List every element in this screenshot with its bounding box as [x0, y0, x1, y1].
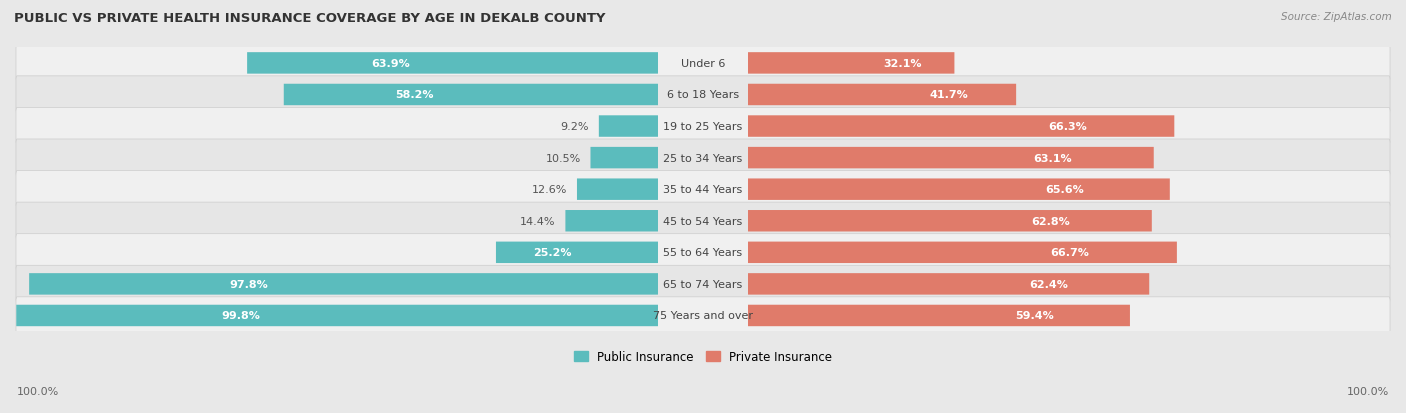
Text: 100.0%: 100.0%: [1347, 387, 1389, 396]
Text: 66.7%: 66.7%: [1050, 248, 1090, 258]
FancyBboxPatch shape: [15, 77, 1391, 114]
Text: 62.4%: 62.4%: [1029, 279, 1069, 289]
Text: 97.8%: 97.8%: [229, 279, 269, 289]
FancyBboxPatch shape: [748, 179, 1170, 200]
FancyBboxPatch shape: [15, 108, 1391, 145]
FancyBboxPatch shape: [591, 147, 658, 169]
Text: 25 to 34 Years: 25 to 34 Years: [664, 153, 742, 163]
Text: 12.6%: 12.6%: [531, 185, 568, 195]
Text: Source: ZipAtlas.com: Source: ZipAtlas.com: [1281, 12, 1392, 22]
Text: 58.2%: 58.2%: [395, 90, 434, 100]
FancyBboxPatch shape: [748, 211, 1152, 232]
FancyBboxPatch shape: [599, 116, 658, 138]
Text: Under 6: Under 6: [681, 59, 725, 69]
FancyBboxPatch shape: [496, 242, 658, 263]
FancyBboxPatch shape: [15, 203, 1391, 240]
Text: 19 to 25 Years: 19 to 25 Years: [664, 122, 742, 132]
Text: 62.8%: 62.8%: [1032, 216, 1070, 226]
FancyBboxPatch shape: [15, 45, 1391, 82]
FancyBboxPatch shape: [748, 242, 1177, 263]
Text: 10.5%: 10.5%: [546, 153, 581, 163]
Text: 100.0%: 100.0%: [17, 387, 59, 396]
Text: 55 to 64 Years: 55 to 64 Years: [664, 248, 742, 258]
FancyBboxPatch shape: [15, 297, 1391, 334]
FancyBboxPatch shape: [565, 211, 658, 232]
Text: 32.1%: 32.1%: [883, 59, 922, 69]
FancyBboxPatch shape: [748, 305, 1130, 326]
Text: 14.4%: 14.4%: [520, 216, 555, 226]
Text: 35 to 44 Years: 35 to 44 Years: [664, 185, 742, 195]
FancyBboxPatch shape: [30, 273, 658, 295]
Text: 63.9%: 63.9%: [371, 59, 411, 69]
Text: PUBLIC VS PRIVATE HEALTH INSURANCE COVERAGE BY AGE IN DEKALB COUNTY: PUBLIC VS PRIVATE HEALTH INSURANCE COVER…: [14, 12, 606, 25]
Text: 65 to 74 Years: 65 to 74 Years: [664, 279, 742, 289]
Text: 59.4%: 59.4%: [1015, 311, 1054, 320]
Text: 75 Years and over: 75 Years and over: [652, 311, 754, 320]
FancyBboxPatch shape: [748, 85, 1017, 106]
Text: 99.8%: 99.8%: [222, 311, 260, 320]
Legend: Public Insurance, Private Insurance: Public Insurance, Private Insurance: [569, 346, 837, 368]
FancyBboxPatch shape: [247, 53, 658, 74]
Text: 65.6%: 65.6%: [1045, 185, 1084, 195]
FancyBboxPatch shape: [748, 147, 1154, 169]
FancyBboxPatch shape: [15, 234, 1391, 271]
Text: 63.1%: 63.1%: [1033, 153, 1071, 163]
FancyBboxPatch shape: [576, 179, 658, 200]
Text: 66.3%: 66.3%: [1049, 122, 1087, 132]
FancyBboxPatch shape: [284, 85, 658, 106]
Text: 6 to 18 Years: 6 to 18 Years: [666, 90, 740, 100]
FancyBboxPatch shape: [15, 171, 1391, 208]
FancyBboxPatch shape: [748, 53, 955, 74]
Text: 45 to 54 Years: 45 to 54 Years: [664, 216, 742, 226]
FancyBboxPatch shape: [15, 266, 1391, 303]
Text: 41.7%: 41.7%: [929, 90, 969, 100]
FancyBboxPatch shape: [748, 116, 1174, 138]
FancyBboxPatch shape: [748, 273, 1149, 295]
Text: 25.2%: 25.2%: [533, 248, 572, 258]
FancyBboxPatch shape: [17, 305, 658, 326]
FancyBboxPatch shape: [15, 140, 1391, 177]
Text: 9.2%: 9.2%: [561, 122, 589, 132]
